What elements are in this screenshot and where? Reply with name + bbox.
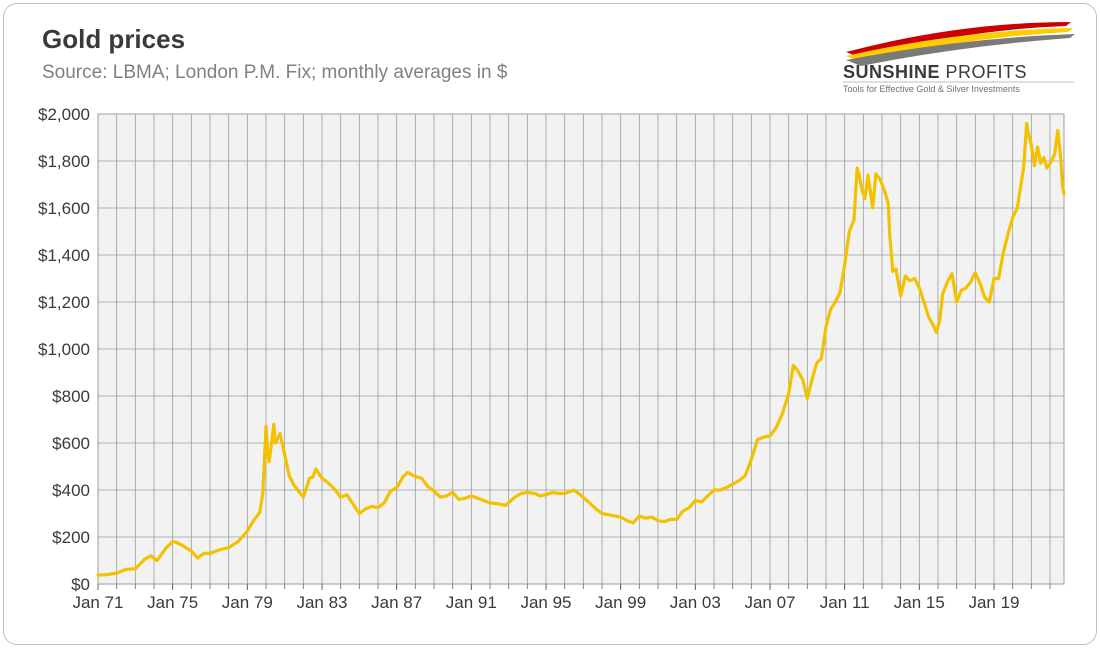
logo-swoosh-icon [846, 22, 1075, 66]
chart-subtitle: Source: LBMA; London P.M. Fix; monthly a… [42, 62, 507, 84]
xtick-label: Jan 83 [296, 593, 347, 612]
xtick-label: Jan 75 [147, 593, 198, 612]
chart-title: Gold prices [42, 24, 185, 55]
xtick-label: Jan 15 [894, 593, 945, 612]
ytick-label: $0 [71, 575, 90, 594]
ytick-label: $600 [52, 434, 90, 453]
xtick-label: Jan 71 [72, 593, 123, 612]
xtick-label: Jan 87 [371, 593, 422, 612]
ytick-label: $200 [52, 528, 90, 547]
ytick-label: $400 [52, 481, 90, 500]
ytick-label: $800 [52, 387, 90, 406]
ytick-label: $1,000 [38, 340, 90, 359]
ytick-label: $1,600 [38, 199, 90, 218]
chart-area: $0 $200 $400 $600 $800 $1,000 $1,200 $1,400 $1,6… [34, 104, 1074, 634]
xtick-label: Jan 11 [820, 593, 870, 612]
xtick-label: Jan 03 [670, 593, 721, 612]
xtick-label: Jan 91 [446, 593, 497, 612]
ytick-label: $2,000 [38, 105, 90, 124]
xtick-label: Jan 79 [222, 593, 273, 612]
logo-word-profits: PROFITS [946, 62, 1028, 82]
xtick-label: Jan 07 [744, 593, 795, 612]
logo-word-sunshine: SUNSHINE [843, 62, 940, 82]
svg-text:SUNSHINE PROFITS: SUNSHINE PROFITS [843, 62, 1027, 82]
logo-tagline: Tools for Effective Gold & Silver Invest… [843, 84, 1020, 94]
ytick-label: $1,200 [38, 293, 90, 312]
line-chart: $0 $200 $400 $600 $800 $1,000 $1,200 $1,400 $1,6… [34, 104, 1074, 634]
sunshine-profits-logo: SUNSHINE PROFITS Tools for Effective Gol… [841, 22, 1076, 94]
chart-frame: Gold prices Source: LBMA; London P.M. Fi… [3, 3, 1097, 645]
xtick-label: Jan 95 [520, 593, 571, 612]
xtick-label: Jan 99 [595, 593, 646, 612]
ytick-label: $1,800 [38, 152, 90, 171]
ytick-label: $1,400 [38, 246, 90, 265]
xtick-label: Jan 19 [968, 593, 1019, 612]
